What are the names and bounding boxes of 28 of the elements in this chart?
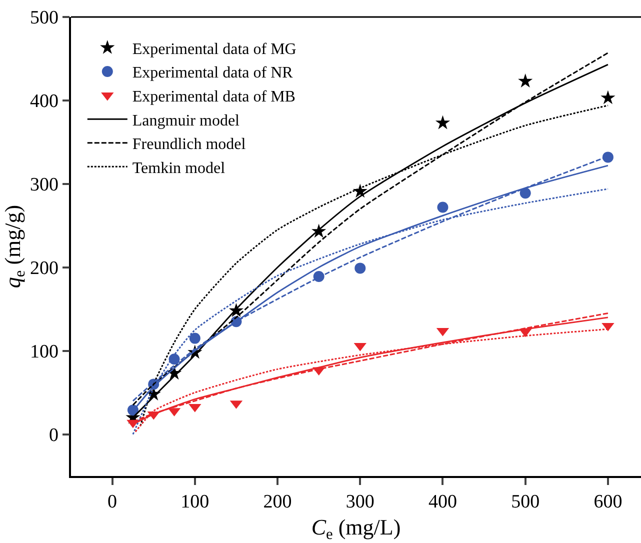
legend-label: Experimental data of MG <box>132 40 297 58</box>
y-tick-label: 200 <box>30 258 58 280</box>
y-tick-label: 0 <box>48 424 58 446</box>
y-tick-label: 300 <box>30 174 58 196</box>
x-tick-label: 100 <box>180 492 210 513</box>
point <box>518 74 533 88</box>
point <box>435 115 450 130</box>
point <box>520 188 531 199</box>
legend-label: Freundlich model <box>132 136 246 154</box>
y-tick-label: 400 <box>30 91 58 112</box>
x-tick-label: 300 <box>346 492 374 513</box>
legend-label: Langmuir model <box>132 112 240 130</box>
x-tick-label: 200 <box>263 492 292 513</box>
point <box>189 332 200 344</box>
y-tick-label: 500 <box>30 8 58 29</box>
legend-label: Experimental data of MB <box>132 88 296 106</box>
legend-label: Temkin model <box>132 160 226 177</box>
point <box>602 152 614 163</box>
x-tick-label: 500 <box>511 492 540 513</box>
legend-label: Experimental data of NR <box>132 64 294 82</box>
y-tick-label: 100 <box>30 341 58 362</box>
x-tick-label: 600 <box>594 492 622 513</box>
point <box>354 262 366 274</box>
x-axis-title: C$_{e}$ (mg/L) <box>311 514 401 543</box>
point <box>600 90 616 104</box>
point <box>437 202 448 213</box>
x-tick-label: 400 <box>428 492 457 513</box>
x-tick-label: 0 <box>108 492 118 513</box>
